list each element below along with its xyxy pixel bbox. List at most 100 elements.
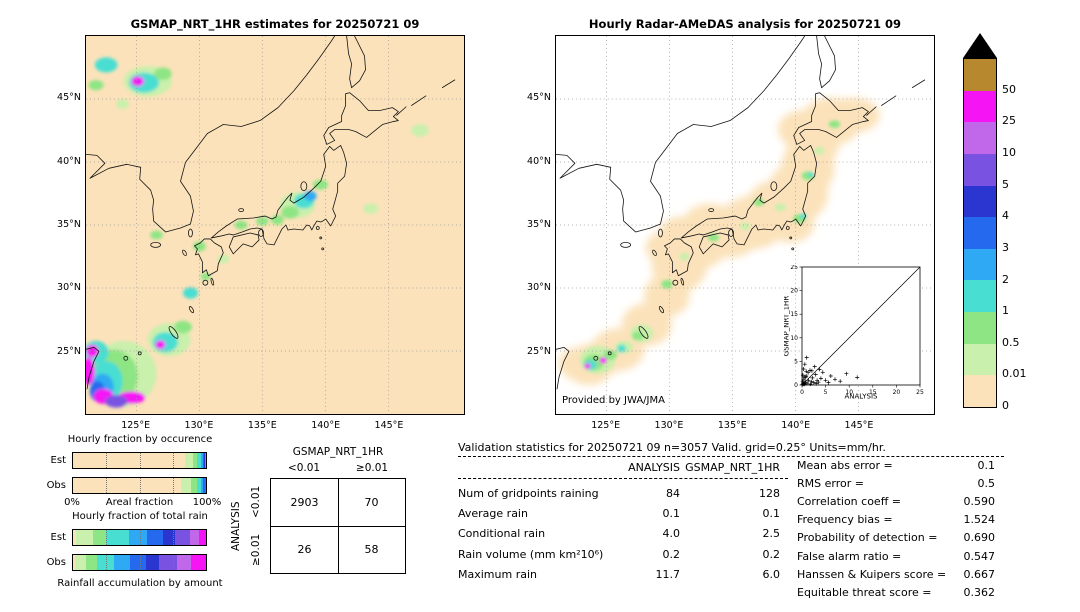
left-map-title: GSMAP_NRT_1HR estimates for 20250721 09 xyxy=(130,17,420,31)
contingency-table: 2903 70 26 58 xyxy=(270,478,406,574)
stats-header-spacer xyxy=(458,461,622,474)
inset-diagonal-line xyxy=(801,266,921,386)
lat-tick-label: 40°N xyxy=(527,155,551,167)
inset-axes: 00 5 5 10 10 15 15 20 20 25 25 xyxy=(790,265,924,396)
stats-table-row: Num of gridpoints raining 84 128 xyxy=(458,483,780,503)
stats-table-row: Conditional rain 4.0 2.5 xyxy=(458,524,780,544)
bar-segment xyxy=(128,530,148,545)
colorbar-overflow-triangle xyxy=(963,33,997,58)
lon-tick-label: 125°E xyxy=(121,420,151,431)
contingency-cell-01: 70 xyxy=(364,496,379,509)
stat-label: Maximum rain xyxy=(458,568,537,582)
stats-scores: Mean abs error = 0.1 RMS error = 0.5 Correla… xyxy=(797,456,995,602)
totalrain-chart-title: Hourly fraction of total rain xyxy=(72,511,208,522)
lon-tick-label: 130°E xyxy=(184,420,214,431)
bar-segment xyxy=(74,555,86,570)
score-value: 0.690 xyxy=(963,531,996,545)
stat-label: Conditional rain xyxy=(458,527,546,541)
stat-analysis-value: 11.7 xyxy=(655,568,681,582)
colorbar-tick-label: 4 xyxy=(1002,209,1009,223)
svg-text:10: 10 xyxy=(790,335,798,342)
score-value: 0.1 xyxy=(977,458,996,472)
colorbar-tick-label: 25 xyxy=(1002,114,1016,128)
stats-table-row: Average rain 0.1 0.1 xyxy=(458,503,780,523)
colorbar-tick-label: 0 xyxy=(1002,399,1009,412)
bar-gridline xyxy=(172,555,174,570)
inset-xlabel: ANALYSIS xyxy=(844,393,878,401)
colorbar-segment xyxy=(964,59,996,91)
inset-ylabel: GSMAP_NRT_1HR xyxy=(784,296,791,357)
stat-analysis-value: 84 xyxy=(666,486,680,500)
stat-analysis-value: 0.2 xyxy=(662,547,681,561)
bar-segment xyxy=(106,530,129,545)
colorbar-segment xyxy=(964,375,996,408)
lon-tick-label: 140°E xyxy=(781,420,811,431)
inset-scatter-points xyxy=(800,355,860,387)
contingency-column-title: GSMAP_NRT_1HR xyxy=(292,446,384,458)
bar-segment xyxy=(73,530,76,545)
bar-gridline xyxy=(172,453,174,468)
stat-label: Average rain xyxy=(458,507,528,521)
bar-segment xyxy=(191,555,206,570)
bar-segment xyxy=(204,453,206,468)
stats-title: Validation statistics for 20250721 09 n=… xyxy=(458,441,886,454)
map-gridlines xyxy=(86,36,464,414)
score-row: Frequency bias = 1.524 xyxy=(797,511,995,529)
totalrain-est-label: Est xyxy=(50,532,66,543)
totalrain-obs-label: Obs xyxy=(46,557,66,568)
bar-gridline xyxy=(172,530,174,545)
bar-segment xyxy=(175,530,190,545)
score-label: False alarm ratio = xyxy=(797,549,902,563)
lat-tick-label: 40°N xyxy=(57,155,81,167)
credit-label: Provided by JWA/JMA xyxy=(562,395,665,406)
colorbar-segment xyxy=(964,185,996,218)
bar-segment xyxy=(163,530,176,545)
right-map-canvas xyxy=(556,36,934,414)
stats-table-header: ANALYSIS GSMAP_NRT_1HR xyxy=(458,461,780,474)
lon-tick-label: 145°E xyxy=(374,420,404,431)
lat-tick-label: 25°N xyxy=(527,345,551,357)
score-label: Hanssen & Kuipers score = xyxy=(797,567,947,581)
stat-gsmap-value: 0.1 xyxy=(762,507,781,521)
lat-tick-label: 45°N xyxy=(57,92,81,104)
colorbar-tick-label: 50 xyxy=(1002,82,1016,96)
colorbar-tick-label: 10 xyxy=(1002,145,1016,159)
lon-tick-label: 125°E xyxy=(591,420,621,431)
bar-segment xyxy=(176,555,192,570)
bar-segment xyxy=(147,530,164,545)
bar-gridline xyxy=(139,453,141,468)
bar-segment xyxy=(202,453,204,468)
colorbar xyxy=(963,58,997,408)
bar-gridline xyxy=(139,478,141,493)
score-row: Hanssen & Kuipers score = 0.667 xyxy=(797,565,995,583)
bar-gridline xyxy=(106,478,108,493)
score-value: 0.362 xyxy=(963,585,996,599)
stat-gsmap-value: 2.5 xyxy=(762,527,781,541)
score-label: RMS error = xyxy=(797,476,864,490)
colorbar-tick-label: 1 xyxy=(1002,304,1009,318)
colorbar-segment xyxy=(964,122,996,154)
lat-tick-label: 45°N xyxy=(527,92,551,104)
right-map: 0 0 5 5 10 10 15 15 20 20 25 25 ANALYSIS GSMAP_NRT_… xyxy=(555,35,935,415)
stats-header-analysis: ANALYSIS xyxy=(628,461,680,474)
colorbar-tick-label: 5 xyxy=(1002,177,1009,191)
bar-segment xyxy=(130,555,147,570)
bar-segment xyxy=(190,530,200,545)
inset-scatterplot: 00 5 5 10 10 15 15 20 20 25 25 ANALYSIS GSMAP_NRT_… xyxy=(784,265,924,401)
svg-text:25: 25 xyxy=(790,265,798,271)
lat-tick-label: 35°N xyxy=(527,219,551,230)
bar-segment xyxy=(197,453,201,468)
bar-segment xyxy=(191,478,198,493)
occurrence-bar-obs xyxy=(72,477,207,494)
colorbar-tick-label: 0.01 xyxy=(1002,367,1027,381)
svg-text:25: 25 xyxy=(916,389,924,396)
bar-segment xyxy=(96,555,115,570)
colorbar-segment xyxy=(964,280,996,313)
lon-tick-label: 145°E xyxy=(844,420,874,431)
bar-segment xyxy=(180,478,192,493)
bar-segment xyxy=(73,555,75,570)
bar-segment xyxy=(203,478,205,493)
score-row: Probability of detection = 0.690 xyxy=(797,529,995,547)
stats-header-gsmap: GSMAP_NRT_1HR xyxy=(685,461,780,474)
colorbar-segment xyxy=(964,343,996,376)
